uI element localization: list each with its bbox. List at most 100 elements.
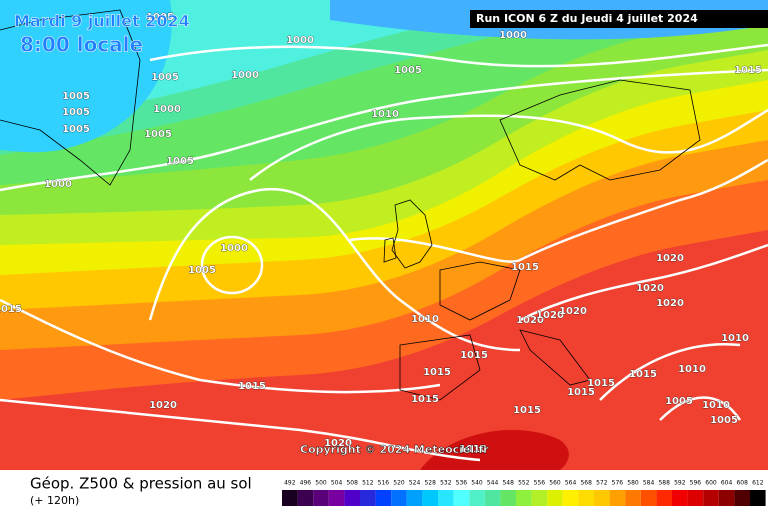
colorbar-label: 540 [471, 480, 483, 487]
colorbar-swatch [391, 490, 407, 506]
colorbar-swatch [297, 490, 314, 506]
isobar-label: 1000 [220, 243, 248, 254]
colorbar-swatch [469, 490, 485, 506]
isobar-label: 1015 [411, 394, 439, 405]
colorbar-swatch [406, 490, 423, 506]
isobars [0, 43, 768, 462]
colorbar-label: 548 [502, 480, 514, 487]
isobar-label: 1020 [636, 283, 664, 294]
isobar [249, 108, 768, 181]
colorbar-swatch [609, 490, 626, 506]
colorbar-label: 576 [612, 480, 624, 487]
colorbar-swatch [718, 490, 735, 506]
isobar-label: 1005 [394, 65, 422, 76]
isobar-label: 1015 [629, 369, 657, 380]
colorbar-swatch [453, 490, 470, 506]
colorbar-swatch [703, 490, 719, 506]
isobar-label: 1000 [499, 30, 527, 41]
isobar-label: 1020 [149, 400, 177, 411]
colorbar-swatch [562, 490, 579, 506]
isobar-label: 1005 [62, 124, 90, 135]
isobar [200, 235, 264, 295]
colorbar-label: 552 [518, 480, 530, 487]
colorbar-swatch [360, 490, 376, 506]
colorbar-label: 588 [658, 480, 670, 487]
isobar [0, 68, 768, 192]
isobar-label: 1015 [511, 262, 539, 273]
colorbar-swatch [531, 490, 548, 506]
run-box [470, 10, 768, 28]
colorbar-label: 608 [736, 480, 748, 487]
isobar-label: 1005 [62, 107, 90, 118]
colorbar-swatch [750, 490, 766, 506]
colorbar-label: 512 [362, 480, 374, 487]
colorbar-label: 584 [643, 480, 655, 487]
isobar-label: 1005 [62, 91, 90, 102]
colorbar-swatch [516, 490, 532, 506]
isobar-label: 1020 [324, 438, 352, 449]
isobar-label: 1010 [371, 109, 399, 120]
isobar-label: 1020 [536, 310, 564, 321]
colorbar-swatch [640, 490, 657, 506]
isobar-label: 1005 [144, 129, 172, 140]
isobar-label: 1010 [721, 333, 749, 344]
isobar [148, 187, 521, 352]
colorbar-label: 508 [346, 480, 358, 487]
isobar-label: 1015 [460, 350, 488, 361]
colorbar-label: 572 [596, 480, 608, 487]
colorbar-swatch [313, 490, 329, 506]
colorbar-label: 556 [534, 480, 546, 487]
colorbar-label: 536 [456, 480, 468, 487]
colorbar-label: 516 [378, 480, 390, 487]
colorbar-label: 524 [409, 480, 421, 487]
isobar-label: 1010 [678, 364, 706, 375]
run-info: Run ICON 6 Z du Jeudi 4 juillet 2024 [476, 12, 698, 25]
isobar-label: 1005 [710, 415, 738, 426]
colorbar: 492 496 500 504 508 512 516 520 524 528 532 536 540 5… [282, 480, 766, 506]
isobar [149, 43, 768, 68]
colorbar-swatch [438, 490, 454, 506]
isobar [349, 158, 768, 263]
isobar-label: 1000 [153, 104, 181, 115]
colorbar-swatch [594, 490, 610, 506]
colorbar-label: 564 [565, 480, 577, 487]
colorbar-label: 604 [721, 480, 733, 487]
colorbar-swatch [687, 490, 704, 506]
colorbar-label: 500 [315, 480, 327, 487]
colorbar-label: 528 [424, 480, 436, 487]
colorbar-swatch [578, 490, 594, 506]
isobar-label: 1005 [188, 265, 216, 276]
colorbar-swatch [656, 490, 672, 506]
isobar-label: 1015 [238, 381, 266, 392]
colorbar-label: 520 [393, 480, 405, 487]
coastline [0, 9, 141, 186]
isobar-label: 1010 [459, 444, 487, 455]
forecast-date: Mardi 9 juillet 2024 [14, 12, 190, 31]
coastline [391, 199, 433, 269]
colorbar-label: 592 [674, 480, 686, 487]
colorbar-swatch [484, 490, 501, 506]
isobar-label: 1010 [411, 314, 439, 325]
colorbar-swatch [547, 490, 563, 506]
isobar-label: 1015 [734, 65, 762, 76]
colorbar-label: 544 [487, 480, 499, 487]
isobar-label: 1020 [516, 315, 544, 326]
copyright: Copyright © 2024 Meteociel.fr [300, 443, 489, 456]
colorbar-swatch [422, 490, 438, 506]
isobar-label: 1020 [656, 298, 684, 309]
isobar [519, 243, 768, 322]
coastline [399, 261, 591, 401]
coastlines [0, 9, 701, 401]
isobar-label: 1015 [587, 378, 615, 389]
isobar [0, 298, 441, 394]
isobar-label: 1015 [513, 405, 541, 416]
forecast-time: 8:00 locale [20, 33, 143, 57]
coastline [383, 237, 397, 263]
colorbar-label: 532 [440, 480, 452, 487]
isobar-label: 1000 [231, 70, 259, 81]
isobar [0, 398, 481, 462]
colorbar-label: 568 [580, 480, 592, 487]
isobar [599, 343, 742, 421]
isobar-label: 1005 [151, 72, 179, 83]
isobar-label: 1015 [0, 304, 22, 315]
